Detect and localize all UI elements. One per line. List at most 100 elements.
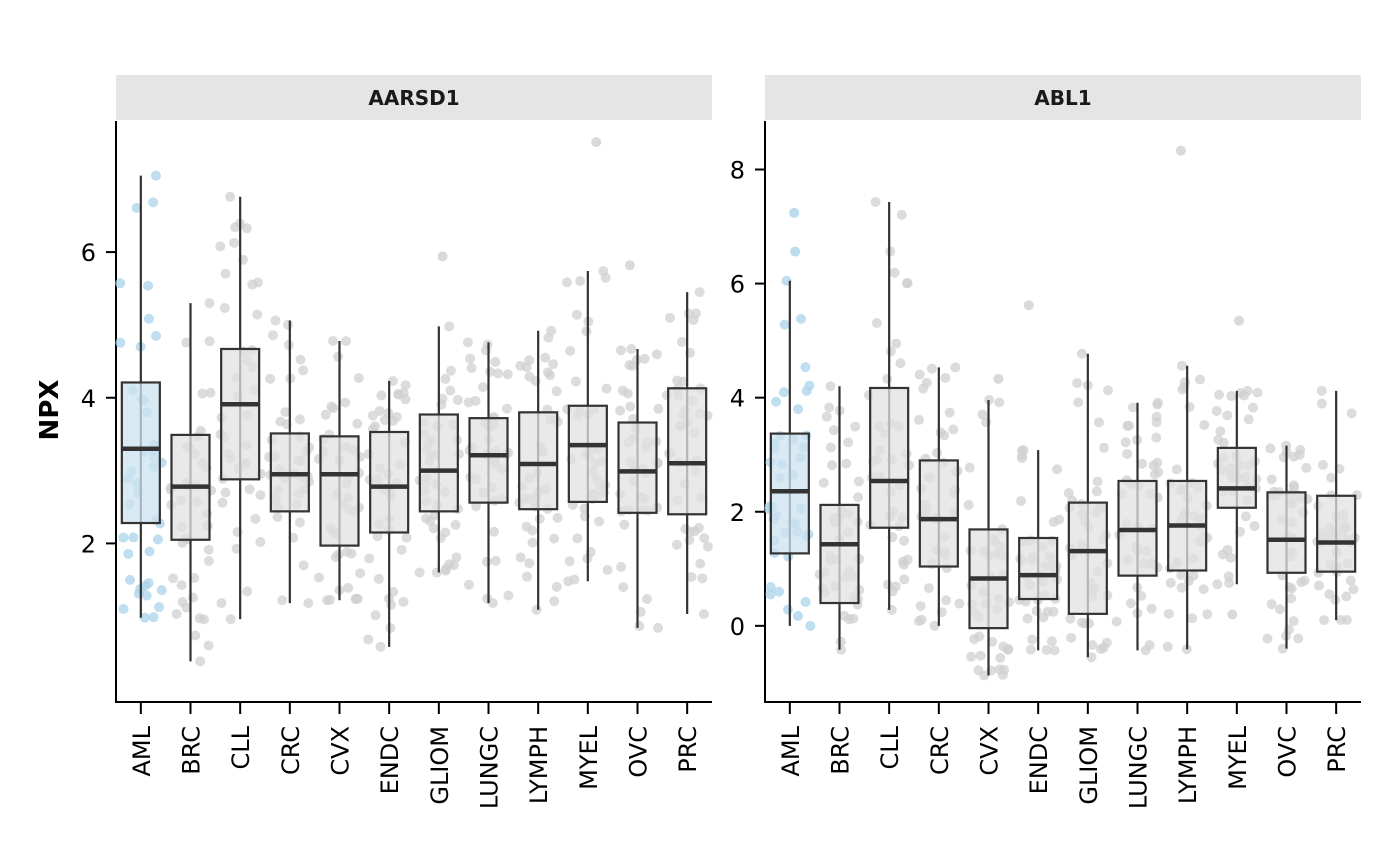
data-point — [782, 604, 793, 615]
data-point — [774, 586, 785, 597]
data-point — [242, 586, 253, 597]
data-point — [964, 462, 975, 473]
data-point — [1266, 599, 1277, 610]
box-myel — [567, 404, 608, 504]
data-point — [1041, 644, 1052, 655]
data-point — [255, 490, 266, 501]
box-lungc — [468, 417, 509, 504]
data-point — [386, 599, 397, 610]
data-point — [396, 544, 407, 555]
facet-strip — [765, 75, 1361, 120]
data-point — [151, 330, 162, 341]
data-point — [975, 650, 986, 661]
data-point — [653, 622, 664, 633]
panel-abl1: ABL1 0 2 4 6 8 AML BRC CLL CRC CVX ENDC GLIOM LUNGC LY… — [730, 75, 1362, 809]
data-point — [353, 372, 364, 383]
data-point — [665, 312, 676, 323]
data-point — [914, 369, 925, 380]
data-point — [853, 492, 864, 503]
data-point — [683, 308, 694, 319]
data-point — [1046, 636, 1057, 647]
data-point — [793, 404, 804, 415]
data-point — [552, 512, 563, 523]
data-point — [563, 576, 574, 587]
data-point — [796, 313, 807, 324]
data-point — [477, 382, 488, 393]
data-point — [765, 589, 776, 600]
data-point — [1348, 584, 1359, 595]
data-point — [1092, 476, 1103, 487]
data-point — [626, 343, 637, 354]
data-point — [154, 602, 165, 613]
x-tick-label: LUNGC — [1125, 726, 1153, 809]
data-point — [270, 315, 281, 326]
data-point — [118, 603, 129, 614]
data-point — [1048, 517, 1059, 528]
data-point — [220, 268, 231, 279]
data-point — [328, 403, 339, 414]
data-point — [437, 393, 448, 404]
data-point — [295, 354, 306, 365]
data-point — [231, 543, 242, 554]
data-point — [199, 614, 210, 625]
data-point — [531, 604, 542, 615]
data-point — [1136, 590, 1147, 601]
data-point — [272, 512, 283, 523]
data-point — [195, 425, 206, 436]
data-point — [265, 373, 276, 384]
data-point — [1111, 616, 1122, 627]
outlier-point — [1234, 315, 1245, 326]
data-point — [570, 376, 581, 387]
x-tick-label: LYMPH — [1174, 726, 1202, 804]
data-point — [575, 276, 586, 287]
data-point — [1341, 591, 1352, 602]
data-point — [303, 598, 314, 609]
data-point — [896, 209, 907, 220]
x-tick-label: LUNGC — [476, 726, 504, 809]
data-point — [624, 360, 635, 371]
data-point — [375, 641, 386, 652]
data-point — [836, 644, 847, 655]
data-point — [452, 394, 463, 405]
data-point — [1003, 643, 1014, 654]
outlier-point — [993, 373, 1004, 384]
x-tick-label: CLL — [227, 725, 255, 769]
data-point — [839, 610, 850, 621]
data-point — [974, 631, 985, 642]
data-point — [333, 351, 344, 362]
y-tick-label: 6 — [81, 239, 96, 267]
data-point — [853, 476, 864, 487]
data-point — [615, 405, 626, 416]
data-point — [882, 373, 893, 384]
data-point — [966, 651, 977, 662]
data-point — [428, 523, 439, 534]
data-point — [885, 246, 896, 257]
data-point — [686, 571, 697, 582]
x-tick-label: AML — [128, 725, 156, 776]
data-point — [250, 513, 261, 524]
data-point — [800, 596, 811, 607]
data-point — [152, 534, 163, 545]
data-point — [800, 362, 811, 373]
data-point — [639, 353, 650, 364]
data-point — [551, 581, 562, 592]
data-point — [1022, 613, 1033, 624]
data-point — [1224, 577, 1235, 588]
data-point — [219, 302, 230, 313]
data-point — [294, 517, 305, 528]
data-point — [144, 546, 155, 557]
x-tick-label: CRC — [277, 726, 305, 775]
data-point — [322, 595, 333, 606]
data-point — [1099, 442, 1110, 453]
data-point — [1027, 634, 1038, 645]
data-point — [1125, 598, 1136, 609]
data-point — [1018, 445, 1029, 456]
data-point — [987, 636, 998, 647]
data-point — [1087, 640, 1098, 651]
facet-title: ABL1 — [1034, 86, 1091, 110]
data-point — [141, 590, 152, 601]
data-point — [619, 519, 630, 530]
data-point — [320, 409, 331, 420]
data-point — [373, 573, 384, 584]
data-point — [190, 630, 201, 641]
